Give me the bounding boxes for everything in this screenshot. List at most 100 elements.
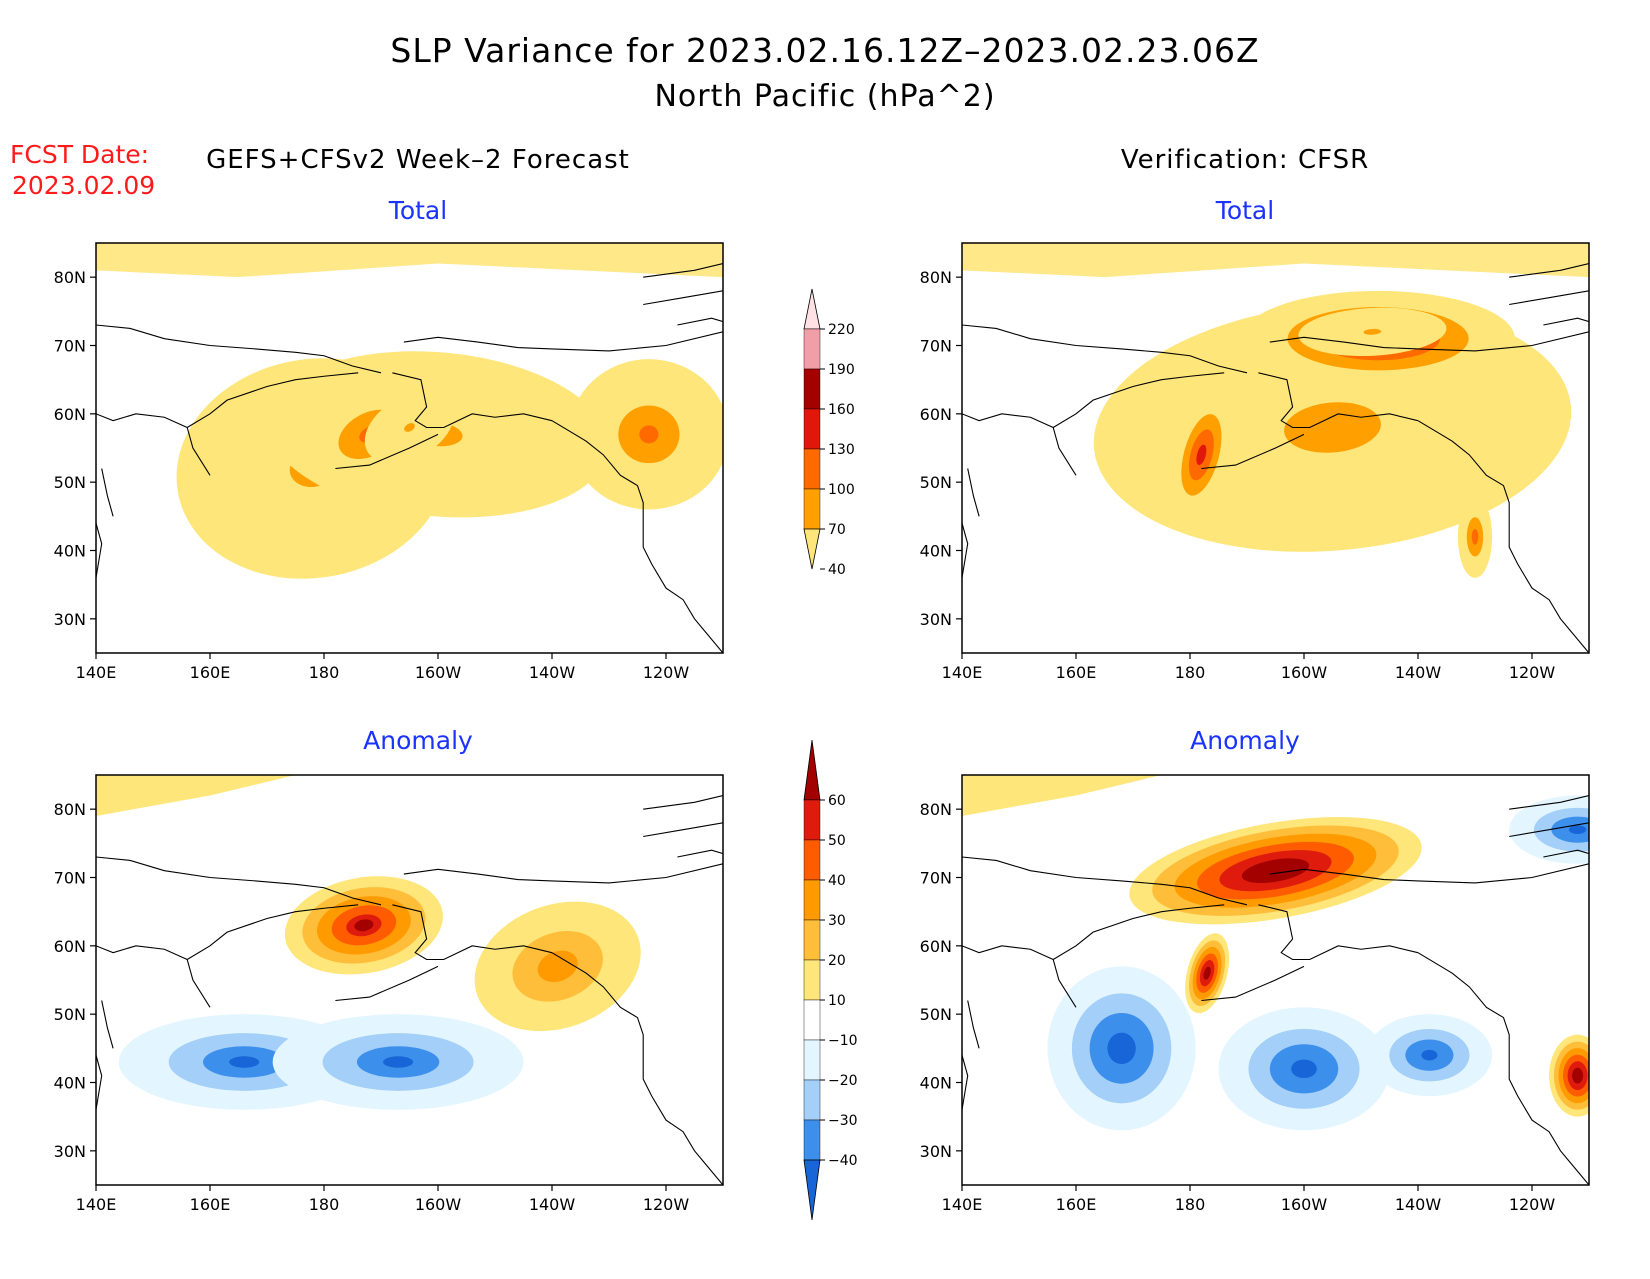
colorbar-anomaly-swatch-6 [803,999,821,1041]
colorbar-total-label-4: 100 [828,482,855,498]
contour-verification-total-3-3 [1196,444,1207,466]
lat-label-forecast-total-4: 40N [54,542,86,561]
contour-verification-anomaly-1-5 [1203,966,1211,980]
lon-label-forecast-anomaly-5: 120W [643,1195,690,1214]
title-line2: North Pacific (hPa^2) [654,79,995,114]
lon-label-verification-anomaly-0: 140E [942,1195,983,1214]
lon-label-verification-total-4: 140W [1395,663,1442,682]
colorbar-anomaly-label-2: 40 [828,873,846,889]
colorbar-anomaly-label-4: 20 [828,953,846,969]
field-verification-total [962,243,1589,653]
contour-verification-anomaly-5-5 [1572,1067,1584,1084]
coastlines-forecast-anomaly [96,794,723,1185]
colorbar-total-label-5: 70 [828,522,846,538]
colorbar-anomaly-swatch-1 [803,799,821,841]
lon-label-verification-total-3: 160W [1281,663,1328,682]
lon-label-forecast-total-3: 160W [415,663,462,682]
lon-label-forecast-anomaly-2: 180 [309,1195,340,1214]
colorbar-anomaly-label-3: 30 [828,913,846,929]
frame-forecast-anomaly [95,774,724,1186]
colorbar-total-swatch-5 [803,488,821,530]
lon-label-verification-total-5: 120W [1509,663,1556,682]
map-panel-forecast-anomaly: 140E 160E 180 160W 140W 120W 80N 70N 60N 50N 40N 30… [54,774,724,1214]
frame-verification-anomaly [961,774,1590,1186]
lon-label-verification-anomaly-2: 180 [1175,1195,1206,1214]
lon-label-forecast-total-2: 180 [309,663,340,682]
colorbar-total-swatch-4 [803,448,821,490]
lat-label-forecast-anomaly-0: 80N [54,800,86,819]
contour-verification-anomaly-3-3 [1291,1059,1317,1079]
contour-forecast-anomaly-1-2 [537,950,578,983]
lat-label-verification-total-1: 70N [920,337,952,356]
field-background-verification-anomaly [962,775,1162,816]
contour-forecast-total-4-1 [404,423,415,432]
lat-label-forecast-total-2: 60N [54,405,86,424]
colorbar-total-swatch-1 [803,328,821,370]
lon-label-verification-total-1: 160E [1056,663,1097,682]
lat-label-verification-total-5: 30N [920,610,952,629]
colorbar-anomaly-label-9: −40 [828,1153,858,1169]
colorbar-anomaly-swatch-9 [803,1119,821,1161]
panel-subtitle-verification-total: Total [1215,196,1274,225]
colorbar-total-label-2: 160 [828,402,855,418]
lat-label-forecast-total-5: 30N [54,610,86,629]
colorbar-total-bottom-arrow [803,528,821,570]
colorbar-anomaly-swatch-8 [803,1079,821,1121]
contour-verification-anomaly-0-5 [1241,858,1310,884]
contour-forecast-anomaly-0-5 [354,919,374,932]
lat-label-verification-anomaly-4: 40N [920,1074,952,1093]
lon-label-verification-anomaly-4: 140W [1395,1195,1442,1214]
colorbar-anomaly-label-5: 10 [828,993,846,1009]
colorbar-anomaly-label-0: 60 [828,793,846,809]
field-forecast-total [96,243,723,653]
lat-label-verification-anomaly-3: 50N [920,1005,952,1024]
title-line1: SLP Variance for 2023.02.16.12Z–2023.02.… [390,31,1259,70]
lat-label-forecast-total-0: 80N [54,268,86,287]
lat-label-verification-anomaly-0: 80N [920,800,952,819]
frame-verification-total [961,242,1590,654]
colorbar-anomaly-swatch-4 [803,919,821,961]
map-panel-verification-total: 140E 160E 180 160W 140W 120W 80N 70N 60N 50N 40N 30… [920,242,1590,682]
lon-label-forecast-total-0: 140E [76,663,117,682]
colorbar-total-label-0: 220 [828,322,855,338]
lat-label-forecast-anomaly-3: 50N [54,1005,86,1024]
contour-verification-total-0-1 [1284,402,1381,453]
field-forecast-anomaly [96,775,723,1185]
lat-label-forecast-total-3: 50N [54,473,86,492]
colorbar-anomaly-bottom-arrow [803,1159,821,1221]
frame-forecast-total [95,242,724,654]
coastlines-forecast-total [96,262,723,653]
lat-label-verification-total-0: 80N [920,268,952,287]
lon-label-verification-anomaly-1: 160E [1056,1195,1097,1214]
colorbar-anomaly-swatch-7 [803,1039,821,1081]
contour-forecast-anomaly-3-3 [383,1056,414,1068]
contour-verification-total-2-1 [1363,328,1382,335]
colorbar-anomaly-swatch-3 [803,879,821,921]
column-title-verification: Verification: CFSR [1121,145,1369,175]
lat-label-verification-total-4: 40N [920,542,952,561]
lon-label-verification-total-0: 140E [942,663,983,682]
field-background-forecast-total [96,243,723,278]
colorbar-total-label-3: 130 [828,442,855,458]
contour-verification-anomaly-6-3 [1568,825,1587,835]
lon-label-forecast-total-1: 160E [190,663,231,682]
lon-label-forecast-total-5: 120W [643,663,690,682]
lat-label-forecast-anomaly-2: 60N [54,937,86,956]
lon-label-verification-anomaly-5: 120W [1509,1195,1556,1214]
map-panel-forecast-total: 140E 160E 180 160W 140W 120W 80N 70N 60N 50N 40N 30… [54,242,724,682]
lat-label-forecast-anomaly-5: 30N [54,1142,86,1161]
field-background-verification-total [962,243,1589,278]
colorbar-anomaly-label-8: −30 [828,1113,858,1129]
lat-label-forecast-anomaly-4: 40N [54,1074,86,1093]
fcst-date-value: 2023.02.09 [12,171,155,200]
coastlines-verification-total [962,262,1589,653]
contour-verification-total-4-2 [1471,528,1479,545]
map-panel-verification-anomaly: 140E 160E 180 160W 140W 120W 80N 70N 60N 50N 40N 30… [920,774,1590,1214]
field-verification-anomaly [962,775,1589,1185]
colorbar-total-swatch-3 [803,408,821,450]
colorbar-anomaly-label-1: 50 [828,833,846,849]
panel-subtitle-forecast-total: Total [388,196,447,225]
colorbar-total-top-arrow [803,288,821,330]
colorbar-anomaly-top-arrow [803,739,821,801]
